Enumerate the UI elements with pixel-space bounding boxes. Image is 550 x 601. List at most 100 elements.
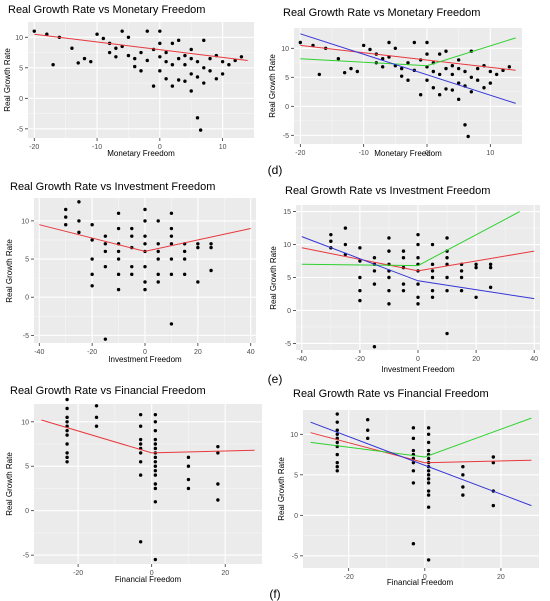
data-point [65,415,69,420]
data-point [358,246,362,250]
data-point [311,43,315,48]
data-point [349,66,353,71]
x-tick-label: 0 [425,150,429,157]
plot-panel [294,28,522,144]
y-tick-label: 5 [19,65,23,72]
data-point [416,232,420,237]
x-tick-label: 0 [143,349,147,356]
data-point [138,460,143,464]
data-point [64,207,68,212]
data-point [488,265,493,270]
data-point [220,59,225,64]
data-point [220,72,225,76]
data-point [366,418,370,422]
data-point [298,40,303,45]
data-point [372,345,377,349]
data-point [65,460,69,464]
data-point [116,211,121,215]
data-point [239,55,244,59]
x-tick-label: -40 [34,349,44,356]
data-point [189,56,193,61]
data-point [196,280,200,284]
data-point [186,464,191,468]
data-point [76,61,80,65]
data-point [387,236,391,240]
data-point [130,272,134,277]
data-point [114,55,118,59]
data-point [138,473,143,477]
data-point [445,256,449,260]
x-tick-label: -40 [297,356,307,363]
data-point [233,58,237,63]
y-tick-label: -5 [292,553,298,560]
data-point [139,50,143,55]
fit-line [310,417,532,458]
data-point [156,257,160,261]
data-point [64,223,68,227]
y-tick-label: 5 [25,257,29,264]
data-point [158,29,162,33]
data-point [406,78,410,82]
data-point [456,66,461,71]
data-point [208,69,212,73]
data-point [143,207,147,212]
data-point [126,53,131,58]
data-point [153,486,158,491]
fit-line [310,432,532,464]
data-point [153,500,158,504]
data-point [169,322,174,326]
data-point [474,265,478,270]
data-point [461,485,465,489]
data-point [120,29,124,33]
x-tick-label: 0 [150,570,154,577]
chart-top-left: Real Growth Rate vs Monetary Freedom -20 -… [3,4,254,158]
data-point [459,288,464,293]
plot-panel [34,404,262,564]
data-point [209,245,213,250]
data-point [186,455,191,460]
fit-line [41,419,255,454]
data-point [153,437,158,442]
y-tick-label: 5 [285,75,289,82]
data-point [358,288,362,293]
data-point [227,63,231,67]
data-point [411,436,416,441]
x-tick-label: 0 [158,144,162,151]
data-point [426,440,431,445]
data-point [430,295,435,299]
y-axis-label: Real Growth Rate [5,452,14,516]
x-tick-label: 20 [472,356,480,363]
y-tick-label: 10 [281,46,289,53]
data-point [65,397,69,402]
x-tick-label: -10 [92,144,102,151]
data-point [169,242,174,246]
y-tick-label: 0 [25,295,29,302]
data-point [189,89,193,93]
data-point [114,46,118,50]
data-point [488,262,493,267]
data-point [411,541,416,546]
data-point [459,275,464,280]
chart-bottom-right: Real Growth Rate vs Financial Freedom -20… [277,388,539,587]
fit-line [300,37,516,67]
data-point [366,428,370,432]
y-tick-label: 10 [21,419,29,426]
data-point [216,444,220,449]
data-point [70,46,74,50]
data-point [90,272,94,277]
y-tick-label: 5 [294,472,298,479]
y-tick-label: 5 [287,275,291,282]
data-point [153,473,158,477]
data-point [372,269,377,273]
x-axis-label: Investment Freedom [381,365,455,374]
data-points [65,397,220,562]
data-point [138,451,143,455]
data-point [416,242,420,247]
data-point [317,72,322,77]
data-point [501,68,505,73]
data-point [380,57,385,61]
data-point [130,264,134,269]
minor-grid [294,28,522,144]
data-point [182,249,187,254]
data-point [426,493,431,497]
